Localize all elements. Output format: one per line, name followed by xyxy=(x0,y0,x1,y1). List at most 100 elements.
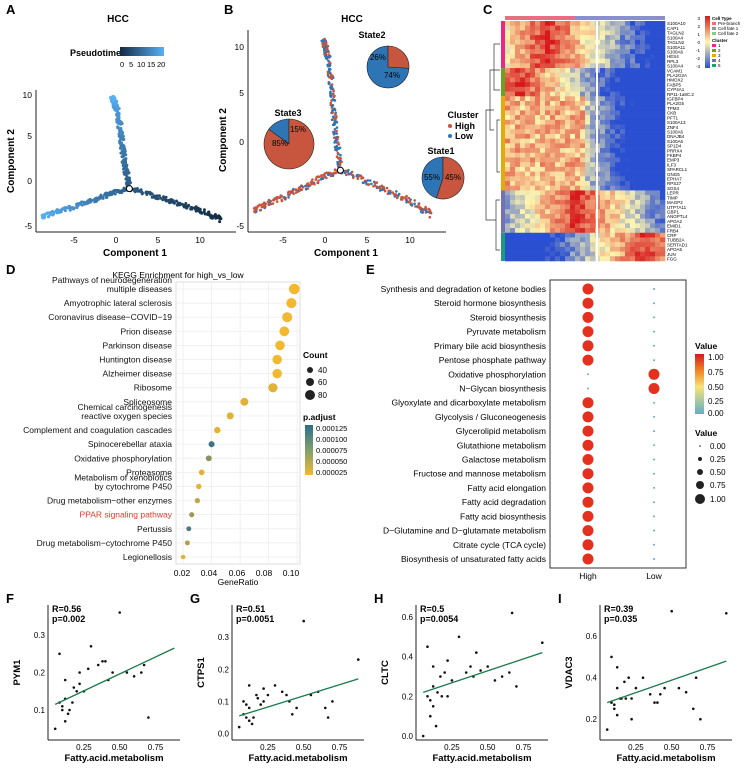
cluster-point xyxy=(286,191,290,194)
heatmap-cell xyxy=(650,119,656,125)
heatmap-cell xyxy=(655,25,661,31)
heatmap-cell xyxy=(630,86,636,92)
heatmap-cell xyxy=(570,119,576,125)
heatmap-cell xyxy=(620,157,626,163)
kegg-dot xyxy=(282,312,293,323)
heatmap-cell xyxy=(525,246,531,252)
trajectory-point xyxy=(128,176,131,180)
heatmap-cell xyxy=(510,115,516,121)
trajectory-point xyxy=(83,202,86,206)
heatmap-cell xyxy=(610,242,616,248)
heatmap-cell xyxy=(635,91,641,97)
heatmap-cell xyxy=(510,110,516,116)
heatmap-cell xyxy=(660,35,666,41)
cluster-point xyxy=(322,44,326,47)
heatmap-cell xyxy=(510,237,516,243)
kegg-term-label: Amyotrophic lateral sclerosis xyxy=(64,298,172,308)
scatter-xlabel: Fatty.acid.metabolism xyxy=(248,753,347,764)
pathway-dot xyxy=(653,458,655,461)
scatter-point xyxy=(615,666,619,669)
heatmap-cell xyxy=(640,148,646,154)
heatmap-cell xyxy=(620,176,626,182)
heatmap-cell xyxy=(620,44,626,50)
heatmap-cell xyxy=(600,251,606,257)
kegg-dot xyxy=(272,354,282,365)
heatmap-cell xyxy=(630,39,636,45)
heatmap-cell xyxy=(585,143,591,149)
heatmap-cell xyxy=(650,242,656,248)
heatmap-cell xyxy=(635,30,641,36)
heatmap-cell xyxy=(585,96,591,102)
heatmap-cell xyxy=(535,166,541,172)
heatmap-cell xyxy=(635,223,641,229)
gene-label: TUBB2A xyxy=(667,238,685,243)
scatter-xtick: 0.25 xyxy=(444,743,460,752)
kegg-term-label: Metabolism of xenobiotics xyxy=(74,473,172,483)
heatmap-cell xyxy=(525,25,531,31)
heatmap-cell xyxy=(635,195,641,201)
heatmap-cell xyxy=(520,49,526,55)
heatmap-cell xyxy=(570,246,576,252)
heatmap-cell xyxy=(600,171,606,177)
kegg-term-label: PPAR signaling pathway xyxy=(80,510,173,520)
heatmap-cell xyxy=(635,39,641,45)
heatmap-cell xyxy=(605,242,611,248)
heatmap-cell xyxy=(610,223,616,229)
heatmap-cell xyxy=(540,162,546,168)
heatmap-cell xyxy=(565,110,571,116)
heatmap-cell xyxy=(610,119,616,125)
heatmap-cell xyxy=(545,25,551,31)
heatmap-cell xyxy=(515,86,521,92)
heatmap-cell xyxy=(570,58,576,64)
heatmap-cell xyxy=(620,21,626,27)
pseudotime-tick: 0 xyxy=(120,60,124,69)
heatmap-cell xyxy=(540,157,546,163)
cluster-point xyxy=(330,85,334,89)
heatmap-scale-tick: 3 xyxy=(697,16,700,21)
pathway-label: Fatty acid biosynthesis xyxy=(460,511,546,521)
trajectory-point xyxy=(178,203,182,206)
heatmap-cell xyxy=(575,30,581,36)
panel-letter-a: A xyxy=(6,2,16,17)
heatmap-cell xyxy=(550,119,556,125)
heatmap-cell xyxy=(560,129,566,135)
heatmap-cell xyxy=(650,110,656,116)
scatter-point xyxy=(475,651,478,654)
heatmap-cell xyxy=(530,21,536,27)
trajectory-point xyxy=(183,204,187,208)
heatmap-cell xyxy=(630,105,636,111)
heatmap-cell xyxy=(565,143,571,149)
heatmap-cell xyxy=(590,68,596,74)
heatmap-cell xyxy=(555,232,561,238)
pathway-dot xyxy=(582,510,594,522)
heatmap-cell xyxy=(605,228,611,234)
heatmap-cell xyxy=(535,21,541,27)
heatmap-cell xyxy=(650,190,656,196)
gene-label: S100A6 xyxy=(667,139,684,144)
heatmap-cell xyxy=(605,82,611,88)
heatmap-cell xyxy=(640,124,646,130)
heatmap-cell xyxy=(565,157,571,163)
kegg-dot xyxy=(194,497,201,504)
scatter-point xyxy=(101,660,104,663)
heatmap-scale-tick: 2 xyxy=(697,24,700,29)
size-legend-label: 0.25 xyxy=(710,455,726,464)
heatmap-cell xyxy=(630,185,636,191)
gene-label: APOA2 xyxy=(667,219,683,224)
scatter-point xyxy=(262,687,265,690)
heatmap-cell xyxy=(580,39,586,45)
heatmap-cell xyxy=(605,190,611,196)
heatmap-cell xyxy=(555,96,561,102)
kegg-term-label: reactive oxygen species xyxy=(81,411,172,421)
heatmap-cell xyxy=(555,91,561,97)
heatmap-cell xyxy=(510,44,516,50)
heatmap-cell xyxy=(525,129,531,135)
heatmap-cell xyxy=(575,213,581,219)
heatmap-cell xyxy=(560,195,566,201)
heatmap-cell xyxy=(545,176,551,182)
heatmap-cell xyxy=(590,190,596,196)
cluster-point xyxy=(408,200,412,203)
heatmap-cell xyxy=(535,101,541,107)
heatmap-cell xyxy=(610,199,616,205)
heatmap-cell xyxy=(615,152,621,158)
